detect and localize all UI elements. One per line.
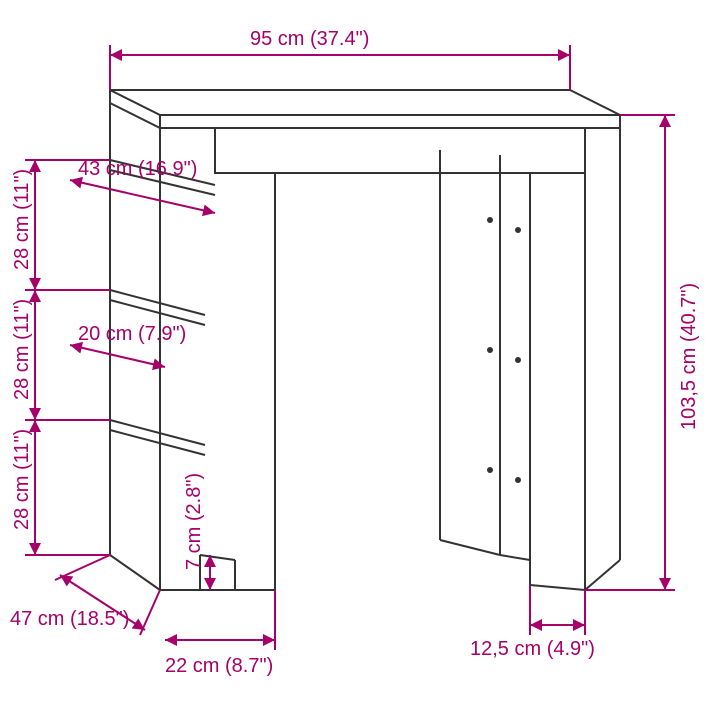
dim-width-top-label: 95 cm (37.4")	[250, 28, 369, 50]
dim-total-height: 103,5 cm (40.7")	[585, 115, 700, 590]
dim-shelf-width: 22 cm (8.7")	[165, 590, 275, 677]
dim-shelf-width-label: 22 cm (8.7")	[165, 655, 273, 677]
dim-shelf-depth2-label: 20 cm (7.9")	[78, 323, 186, 345]
dim-leg-depth: 12,5 cm (4.9")	[470, 585, 595, 660]
dim-shelf-depth-2: 20 cm (7.9")	[70, 323, 186, 367]
dim-shelf3-label: 28 cm (11")	[11, 429, 33, 530]
dim-leg-depth-label: 12,5 cm (4.9")	[470, 638, 595, 660]
dim-depth: 47 cm (18.5")	[10, 555, 160, 635]
dimension-diagram: 95 cm (37.4") 103,5 cm (40.7") 28 cm (11…	[0, 0, 705, 705]
dim-width-top: 95 cm (37.4")	[110, 28, 570, 90]
dim-total-height-label: 103,5 cm (40.7")	[678, 283, 700, 430]
dim-shelf1-label: 28 cm (11")	[11, 169, 33, 270]
dim-base-height-label: 7 cm (2.8")	[183, 473, 205, 570]
dim-shelf-depth-1: 43 cm (16.9")	[70, 158, 215, 213]
dim-shelf-depth1-label: 43 cm (16.9")	[78, 158, 197, 180]
dim-shelf-heights: 28 cm (11") 28 cm (11") 28 cm (11")	[11, 160, 110, 555]
dim-base-height: 7 cm (2.8")	[183, 473, 210, 590]
dim-shelf2-label: 28 cm (11")	[11, 299, 33, 400]
dim-depth-label: 47 cm (18.5")	[10, 608, 129, 630]
